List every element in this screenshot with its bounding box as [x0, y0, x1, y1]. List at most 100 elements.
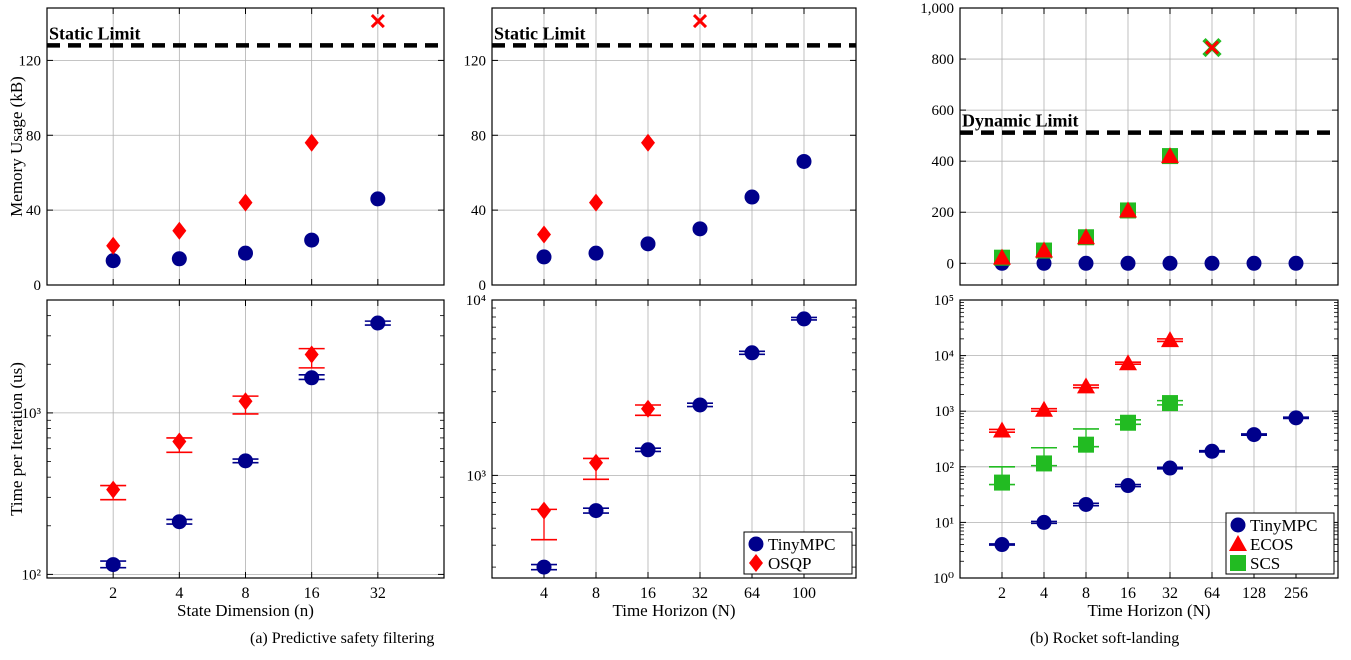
point-osqp	[641, 133, 655, 152]
y-tick-label: 10³	[935, 404, 955, 420]
point-osqp	[589, 193, 603, 212]
chart-a-mem-n: 0 40 80 120 Static Limit Memory Usage (kB)	[7, 7, 445, 294]
point-osqp	[537, 225, 551, 244]
plot-frame	[46, 299, 445, 579]
legend-marker-ecos	[1229, 535, 1247, 551]
legend-label: SCS	[1250, 554, 1280, 573]
point-tinympc	[1036, 255, 1052, 271]
point-tinympc	[238, 453, 253, 469]
legend-label: TinyMPC	[768, 535, 835, 554]
point-ecos	[1077, 377, 1095, 394]
failure-mark	[370, 14, 385, 29]
y-tick-label: 10³	[22, 406, 42, 422]
point-ecos	[1035, 400, 1053, 417]
point-tinympc	[171, 251, 187, 267]
legend-marker-tinympc	[1230, 517, 1246, 533]
point-tinympc	[536, 559, 552, 575]
x-tick-label: 256	[1284, 585, 1308, 602]
x-tick-label: 32	[370, 585, 386, 602]
y-tick-label: 10⁴	[466, 293, 486, 309]
point-tinympc	[1246, 427, 1262, 443]
x-tick-label: 4	[540, 585, 548, 602]
point-osqp	[238, 193, 253, 212]
point-tinympc	[1204, 255, 1220, 271]
y-tick-label: 0	[34, 278, 42, 294]
x-tick-label: 8	[242, 585, 250, 602]
y-tick-label: 40	[26, 203, 41, 219]
point-scs	[1078, 436, 1094, 453]
point-scs	[994, 474, 1010, 491]
point-scs	[1036, 455, 1052, 472]
x-tick-label: 16	[304, 585, 320, 602]
point-tinympc	[370, 191, 386, 207]
point-tinympc	[1162, 255, 1178, 271]
y-tick-label: 0	[479, 278, 487, 294]
y-tick-label: 10⁴	[934, 349, 954, 365]
point-tinympc	[1288, 255, 1304, 271]
y-tick-label: 0	[947, 256, 955, 272]
x-tick-label: 4	[175, 585, 183, 602]
point-tinympc	[105, 253, 121, 269]
y-tick-label: 10⁵	[934, 293, 954, 309]
failure-mark	[692, 14, 708, 29]
point-scs	[1120, 414, 1136, 431]
y-tick-label: 80	[26, 128, 41, 144]
x-axis-label: State Dimension (n)	[177, 601, 314, 620]
x-tick-label: 16	[640, 585, 656, 602]
point-osqp	[172, 221, 187, 240]
y-tick-label: 1,000	[920, 1, 954, 17]
point-tinympc	[796, 311, 812, 327]
plot-frame	[491, 299, 857, 579]
legend-label: ECOS	[1250, 535, 1293, 554]
point-ecos	[1077, 228, 1095, 245]
x-axis-label: Time Horizon (N)	[612, 601, 735, 620]
point-tinympc	[1204, 443, 1220, 459]
point-tinympc	[1288, 410, 1304, 426]
point-tinympc	[304, 370, 320, 386]
x-tick-label: 16	[1120, 585, 1136, 602]
caption-b: (b) Rocket soft-landing	[1030, 630, 1180, 647]
point-osqp	[304, 345, 319, 364]
x-tick-label: 2	[109, 585, 117, 602]
caption-a: (a) Predictive safety filtering	[250, 630, 435, 647]
legend-box	[743, 531, 853, 575]
point-ecos	[1035, 241, 1053, 258]
y-tick-label: 80	[471, 128, 486, 144]
legend-marker-osqp	[749, 554, 763, 572]
y-tick-label: 120	[19, 53, 42, 69]
chart-a-mem-N: 0 40 80 120 Static Limit	[464, 7, 857, 294]
limit-label: Static Limit	[494, 23, 586, 43]
y-tick-label: 10²	[935, 460, 955, 476]
point-tinympc	[1078, 496, 1094, 512]
chart-b-time: 10⁰ 10¹ 10² 10³ 10⁴ 10⁵ 2 4 8 16 32 64 128 256 Time Ho…	[933, 293, 1339, 620]
point-tinympc	[994, 537, 1010, 553]
x-tick-label: 100	[792, 585, 816, 602]
point-osqp	[641, 399, 655, 418]
y-tick-label: 10¹	[935, 515, 955, 531]
point-tinympc	[796, 153, 812, 169]
point-ecos	[993, 248, 1011, 265]
y-tick-label: 400	[932, 154, 955, 170]
y-tick-label: 10³	[467, 468, 487, 484]
x-tick-label: 128	[1242, 585, 1266, 602]
plot-frame	[46, 7, 445, 286]
point-osqp	[106, 480, 121, 499]
point-tinympc	[171, 514, 187, 530]
x-tick-label: 32	[1162, 585, 1178, 602]
point-tinympc	[238, 245, 253, 261]
point-tinympc	[692, 221, 708, 237]
x-tick-label: 64	[744, 585, 760, 602]
y-tick-label: 10⁰	[933, 571, 954, 587]
y-tick-label: 200	[932, 205, 955, 221]
point-tinympc	[1036, 514, 1052, 530]
y-tick-label: 10²	[22, 567, 42, 583]
chart-a-time-n: 10² 10³ 2 4 8 16 32 Time per Iteration (us) Stat…	[7, 299, 445, 620]
point-tinympc	[370, 315, 386, 331]
legend-marker-tinympc	[748, 536, 764, 552]
point-ecos	[993, 421, 1011, 438]
point-tinympc	[640, 442, 656, 458]
y-tick-label: 800	[932, 52, 955, 68]
